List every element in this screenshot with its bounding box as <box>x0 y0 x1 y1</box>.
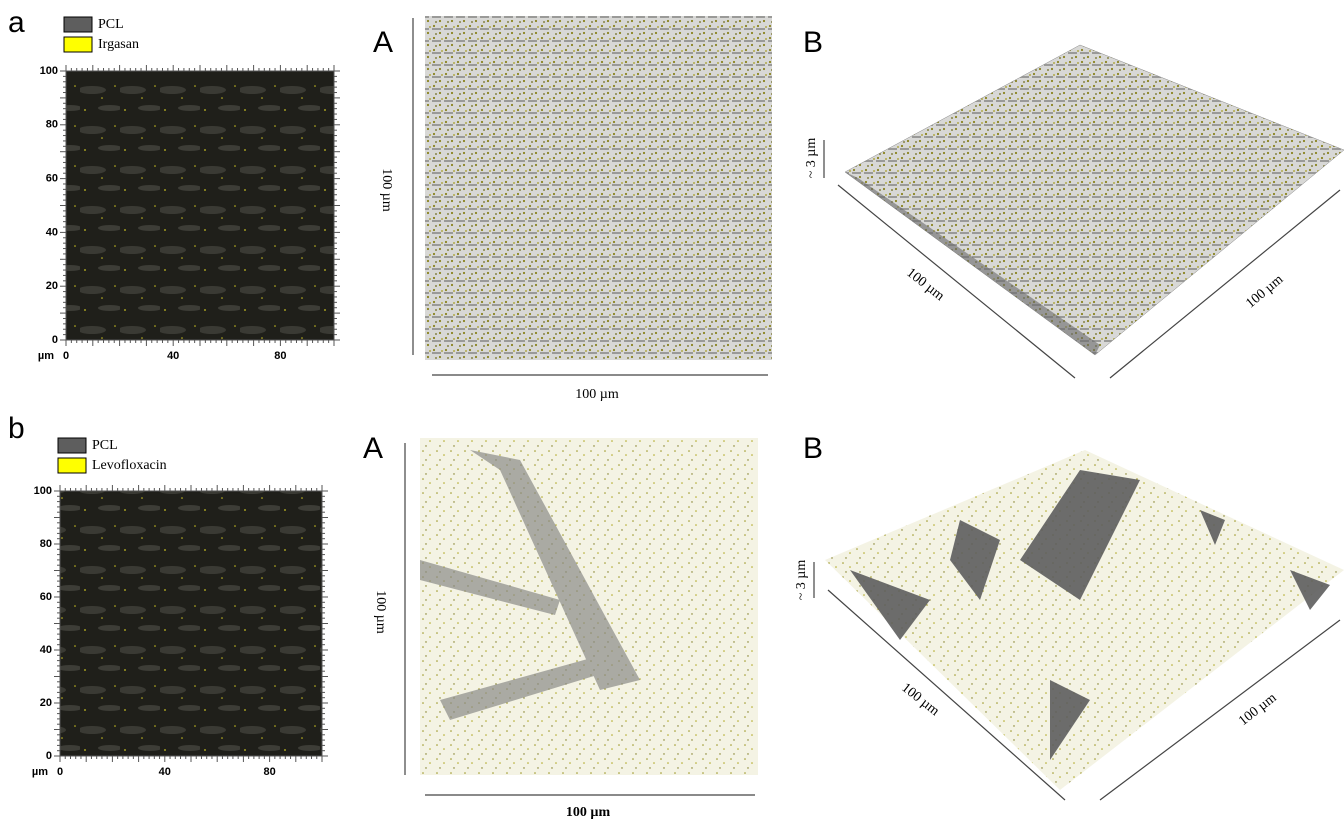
x-tick-label: 80 <box>274 350 286 362</box>
y-tick-label: 80 <box>46 119 58 131</box>
row-label: a <box>8 6 25 39</box>
legend-label: PCL <box>98 17 124 32</box>
y-tick-label: 40 <box>46 226 58 238</box>
scale-label: 100 µm <box>373 590 388 634</box>
legend-label: PCL <box>92 438 118 453</box>
panel-label: B <box>803 26 823 59</box>
y-tick-label: 60 <box>46 173 58 185</box>
x-tick-label: 40 <box>159 766 171 778</box>
scale-label: 100 µm <box>898 680 942 719</box>
panel-label: A <box>373 26 393 59</box>
y-tick-label: 80 <box>40 538 52 550</box>
legend-swatch <box>64 17 92 32</box>
axis-unit: µm <box>32 766 48 778</box>
y-tick-label: 100 <box>34 485 52 497</box>
y-tick-label: 60 <box>40 591 52 603</box>
topview-image <box>425 16 772 360</box>
legend-swatch <box>58 458 86 473</box>
legend-swatch <box>64 37 92 52</box>
scale-label: ~ 3 µm <box>794 560 809 601</box>
legend-label: Levofloxacin <box>92 458 167 473</box>
panel-label: A <box>363 432 383 465</box>
scale-label: 100 µm <box>1243 272 1286 311</box>
scale-label: 100 µm <box>566 805 611 820</box>
3d-image <box>845 45 1344 355</box>
y-tick-label: 0 <box>52 334 58 346</box>
legend-label: Irgasan <box>98 37 139 52</box>
y-tick-label: 100 <box>40 65 58 77</box>
confocal-image <box>60 491 322 756</box>
panel-label: B <box>803 432 823 465</box>
y-tick-label: 0 <box>46 750 52 762</box>
figure: a PCL Irgasan 10080604020004080µm A 100 … <box>0 0 1344 822</box>
axis-unit: µm <box>38 350 54 362</box>
x-tick-label: 40 <box>167 350 179 362</box>
x-tick-label: 80 <box>263 766 275 778</box>
scale-label: 100 µm <box>903 265 947 304</box>
x-tick-label: 0 <box>63 350 69 362</box>
x-tick-label: 0 <box>57 766 63 778</box>
legend-swatch <box>58 438 86 453</box>
scale-label: 100 µm <box>1236 690 1280 729</box>
confocal-image <box>66 71 334 340</box>
scale-label: 100 µm <box>379 168 394 212</box>
y-tick-label: 40 <box>40 644 52 656</box>
scale-label: 100 µm <box>575 387 619 402</box>
y-tick-label: 20 <box>46 280 58 292</box>
y-tick-label: 20 <box>40 697 52 709</box>
row-label: b <box>8 412 25 445</box>
scale-label: ~ 3 µm <box>804 138 819 179</box>
